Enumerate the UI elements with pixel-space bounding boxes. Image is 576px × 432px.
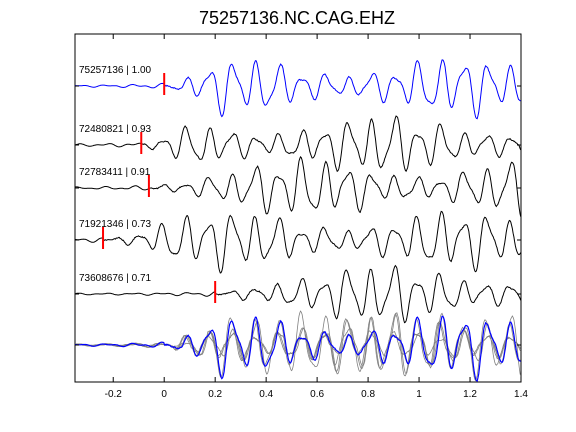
x-tick-label: 0.8 [361, 389, 375, 400]
x-tick-label: 0 [161, 389, 167, 400]
stack-reference-line [74, 315, 521, 382]
trace-line [74, 264, 522, 324]
trace-line [74, 210, 522, 274]
stack-group [74, 310, 522, 382]
trace-label: 72783411 | 0.91 [79, 167, 151, 178]
trace-label: 73608676 | 0.71 [79, 273, 152, 284]
x-tick-label: 0.6 [310, 389, 324, 400]
chart-title: 75257136.NC.CAG.EHZ [199, 8, 395, 28]
x-tick-label: 1.4 [514, 389, 528, 400]
x-axis: -0.2 0 0.2 0.4 0.6 0.8 1 1.2 1.4 [75, 34, 528, 400]
stack-trace-line [74, 312, 522, 377]
trace-label: 75257136 | 1.00 [79, 65, 152, 76]
x-tick-label: 0.2 [208, 389, 222, 400]
x-tick-label: -0.2 [105, 389, 123, 400]
trace-line [74, 59, 521, 120]
trace-label: 71921346 | 0.73 [79, 219, 152, 230]
pick-group [102, 73, 217, 303]
x-tick-label: 0.4 [259, 389, 273, 400]
trace-label: 72480821 | 0.93 [79, 124, 152, 135]
x-tick-label: 1.2 [463, 389, 477, 400]
trace-line [74, 115, 522, 173]
x-tick-label: 1 [416, 389, 422, 400]
trace-label-group: 75257136 | 1.00 72480821 | 0.93 72783411 |… [79, 65, 152, 284]
